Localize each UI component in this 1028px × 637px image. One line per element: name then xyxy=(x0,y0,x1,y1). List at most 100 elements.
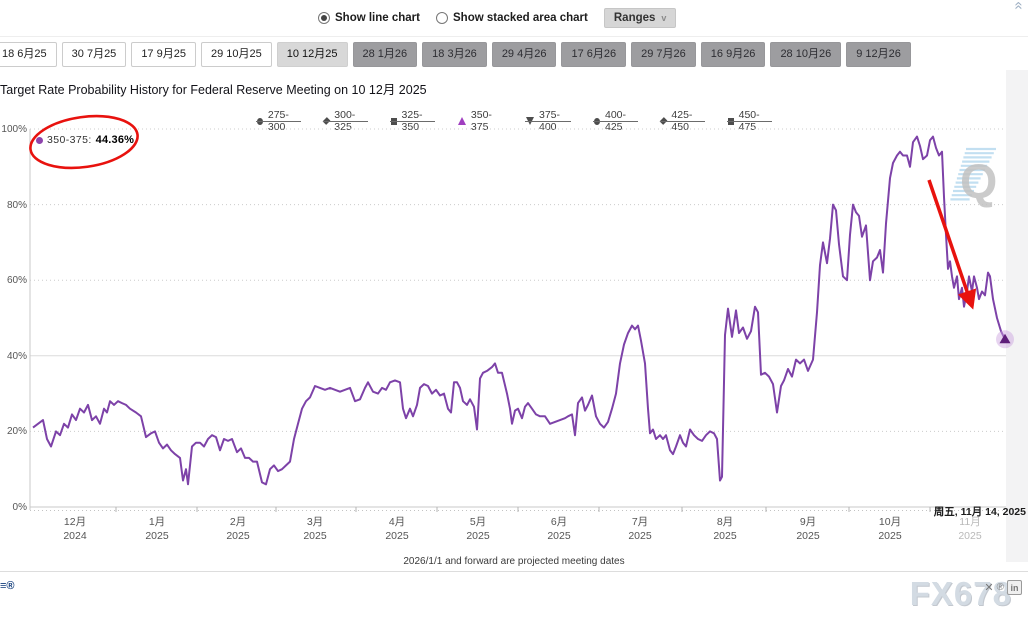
legend-label: 350-375 xyxy=(470,109,492,133)
ranges-label: Ranges xyxy=(613,12,656,24)
series-dot-icon xyxy=(36,136,43,144)
legend-label: 300-325 xyxy=(334,109,356,133)
legend-marker-icon xyxy=(526,117,534,125)
legend-marker-icon xyxy=(727,117,734,125)
legend-item[interactable]: 375-400 xyxy=(524,109,572,133)
x-axis-month-label: 8月 2025 xyxy=(713,515,736,543)
month-text: 12月 xyxy=(63,516,87,528)
chart-legend: 275-300 300-325 325-350 350-375 375-400 … xyxy=(255,109,773,133)
x-axis-month-label: 5月 2025 xyxy=(466,515,489,543)
x-axis-month-label: 6月 2025 xyxy=(547,515,570,543)
legend-marker-icon xyxy=(390,117,397,125)
meeting-date-tab[interactable]: 17 9月25 xyxy=(131,42,196,67)
meeting-date-tab[interactable]: 29 7月26 xyxy=(631,42,696,67)
site-logo-mark: ≡® xyxy=(0,580,15,592)
watermark-icons: ✕ ® in xyxy=(984,580,1022,595)
chevron-down-icon: v xyxy=(661,13,667,23)
meeting-date-tab[interactable]: 18 6月25 xyxy=(0,42,57,67)
x-axis-month-label: 7月 2025 xyxy=(628,515,651,543)
linkedin-icon: in xyxy=(1007,580,1022,595)
year-text: 2025 xyxy=(547,530,571,542)
month-text: 10月 xyxy=(878,516,902,528)
legend-item[interactable]: 400-425 xyxy=(593,109,639,133)
legend-marker-icon xyxy=(322,117,331,125)
meeting-date-tab[interactable]: 10 12月25 xyxy=(276,42,348,67)
radio-line-chart[interactable]: Show line chart xyxy=(318,12,420,24)
month-text: 4月 xyxy=(388,516,406,528)
year-text: 2025 xyxy=(628,530,652,542)
chart-type-controls: Show line chart Show stacked area chart … xyxy=(318,0,677,36)
legend-label: 275-300 xyxy=(267,109,289,133)
gridlines xyxy=(30,128,1006,508)
month-text: 8月 xyxy=(716,516,734,528)
x-axis-month-label: 4月 2025 xyxy=(385,515,408,543)
legend-marker-icon xyxy=(594,117,600,125)
radio-selected-icon[interactable] xyxy=(318,12,330,24)
radio-unselected-icon[interactable] xyxy=(436,12,448,24)
hovered-date-label: 周五, 11月 14, 2025 xyxy=(933,506,1026,518)
year-text: 2025 xyxy=(145,530,169,542)
legend-label: 325-350 xyxy=(401,109,423,133)
probability-line xyxy=(32,135,1006,486)
collapse-panel-icon[interactable]: « xyxy=(1010,1,1028,10)
legend-marker-icon xyxy=(257,117,263,125)
x-axis-month-label: 2月 2025 xyxy=(226,515,249,543)
legend-label: 425-450 xyxy=(671,109,693,133)
red-arrow-annotation xyxy=(927,179,977,310)
year-text: 2025 xyxy=(796,530,820,542)
legend-item[interactable]: 350-375 xyxy=(457,109,502,133)
month-text: 1月 xyxy=(148,516,166,528)
meeting-date-tabs: 18 6月25 30 7月25 17 9月25 29 10月25 10 12月25 28 … xyxy=(0,42,911,67)
legend-item[interactable]: 325-350 xyxy=(389,109,436,133)
y-axis-tick-label: 80% xyxy=(6,199,27,211)
y-axis-tick-label: 40% xyxy=(6,350,27,362)
y-axis-tick-label: 60% xyxy=(6,275,27,287)
meeting-date-tab[interactable]: 29 4月26 xyxy=(491,42,557,67)
meeting-date-tab[interactable]: 29 10月25 xyxy=(200,42,272,67)
legend-item[interactable]: 450-475 xyxy=(726,109,773,133)
radio-line-chart-label: Show line chart xyxy=(335,12,420,24)
legend-label: 400-425 xyxy=(604,109,626,133)
y-axis-tick-label: 100% xyxy=(1,124,27,135)
legend-marker-icon xyxy=(457,117,466,125)
projected-dates-note: 2026/1/1 and forward are projected meeti… xyxy=(403,556,625,567)
meeting-date-tab[interactable]: 30 7月25 xyxy=(61,42,127,67)
year-text: 2025 xyxy=(226,530,250,542)
svg-text:Q: Q xyxy=(960,156,997,209)
legend-item[interactable]: 300-325 xyxy=(322,109,369,133)
meeting-date-tab[interactable]: 16 9月26 xyxy=(700,42,766,67)
x-ticks xyxy=(115,507,931,512)
fx678-watermark: FX678 xyxy=(909,575,1012,612)
month-text: 6月 xyxy=(550,516,568,528)
registered-icon: ® xyxy=(996,582,1004,593)
meeting-date-tab[interactable]: 17 6月26 xyxy=(561,42,627,67)
radio-stacked-area[interactable]: Show stacked area chart xyxy=(436,12,588,24)
month-text: 11月 xyxy=(959,516,981,528)
legend-marker-icon xyxy=(659,117,668,125)
legend-label: 375-400 xyxy=(539,109,561,133)
month-text: 7月 xyxy=(631,516,649,528)
x-axis-month-label: 1月 2025 xyxy=(145,515,168,543)
legend-item[interactable]: 425-450 xyxy=(659,109,706,133)
month-text: 2月 xyxy=(229,516,247,528)
meeting-date-tab[interactable]: 18 3月26 xyxy=(422,42,487,67)
month-text: 3月 xyxy=(306,516,324,528)
series-value-tooltip: 350-375: 44.36% xyxy=(36,134,134,146)
meeting-date-tab[interactable]: 9 12月26 xyxy=(846,42,911,67)
year-text: 2025 xyxy=(878,530,902,542)
year-text: 2025 xyxy=(466,530,490,542)
tooltip-series-label: 350-375: xyxy=(47,134,92,146)
page-title: Target Rate Probability History for Fede… xyxy=(0,83,427,97)
year-text: 2025 xyxy=(958,530,982,542)
ranges-dropdown[interactable]: Ranges v xyxy=(603,8,677,28)
meeting-date-tab[interactable]: 28 1月26 xyxy=(352,42,418,67)
plot-right-margin xyxy=(1006,70,1028,562)
cme-q-watermark: Q xyxy=(950,147,997,209)
tooltip-value: 44.36% xyxy=(95,134,135,146)
y-axis-tick-label: 20% xyxy=(6,426,27,438)
legend-item[interactable]: 275-300 xyxy=(255,109,302,133)
meeting-date-tab[interactable]: 28 10月26 xyxy=(770,42,842,67)
footer-divider xyxy=(0,571,1028,572)
radio-stacked-area-label: Show stacked area chart xyxy=(453,12,588,24)
legend-label: 450-475 xyxy=(738,109,760,133)
